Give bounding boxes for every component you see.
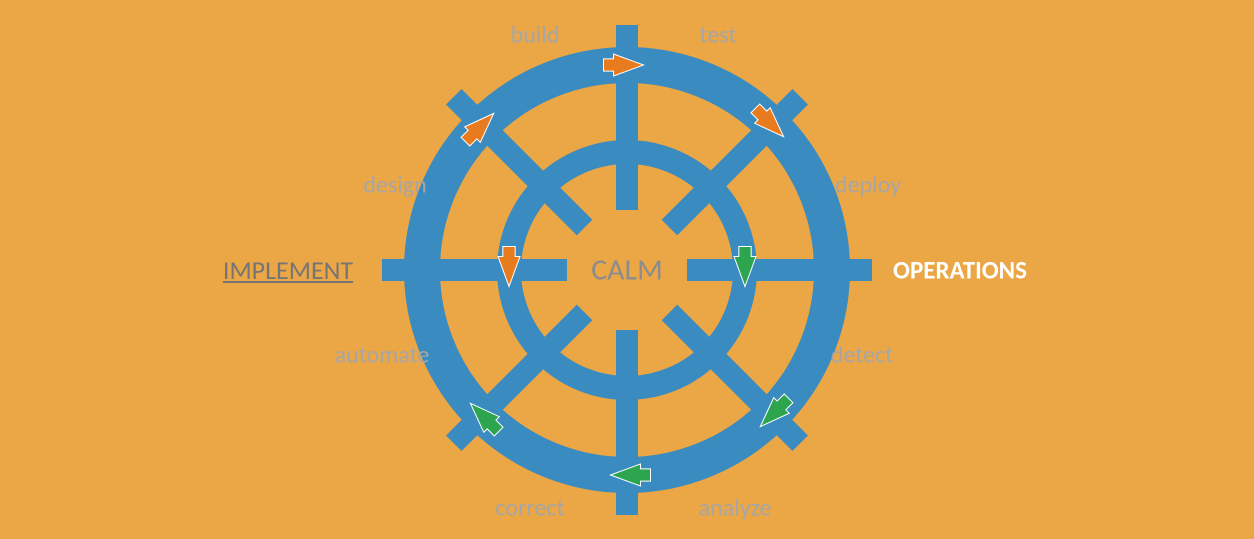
stage-label-deploy: deploy <box>835 171 901 200</box>
stage-label-automate: automate <box>335 341 430 370</box>
stage-label-detect: detect <box>831 341 893 370</box>
diagram-canvas: CALM IMPLEMENT OPERATIONS build test deplo… <box>0 0 1254 539</box>
operations-label: OPERATIONS <box>893 255 1027 286</box>
center-label: CALM <box>591 252 663 289</box>
stage-label-test: test <box>700 21 737 50</box>
stage-label-correct: correct <box>495 494 564 523</box>
stage-label-analyze: analyze <box>699 494 772 523</box>
implement-label: IMPLEMENT <box>223 254 353 286</box>
stage-label-design: design <box>363 171 426 200</box>
stage-label-build: build <box>511 21 560 50</box>
